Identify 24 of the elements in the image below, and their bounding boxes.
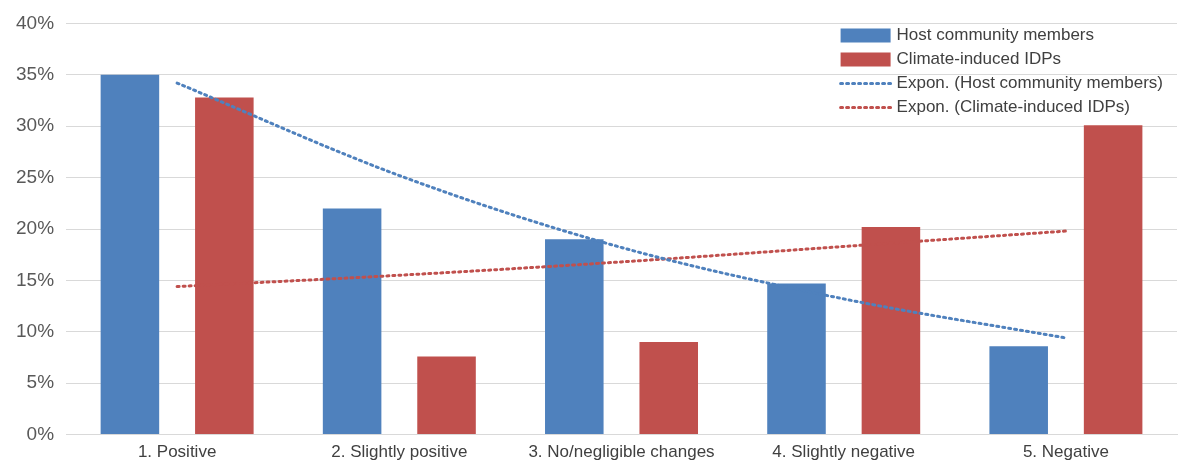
y-tick-label: 30% <box>16 114 55 136</box>
legend-label: Expon. (Climate-induced IDPs) <box>896 97 1130 117</box>
y-tick-label: 25% <box>16 165 55 187</box>
bar <box>1083 125 1143 435</box>
bar <box>639 342 698 435</box>
y-tick-label: 5% <box>26 371 55 393</box>
bar <box>417 356 476 435</box>
legend-label: Expon. (Host community members) <box>896 73 1163 93</box>
x-tick-label: 2. Slightly positive <box>331 442 468 462</box>
y-tick-label: 40% <box>16 11 55 33</box>
y-tick-label: 35% <box>16 63 55 85</box>
y-tick-label: 0% <box>26 422 55 444</box>
x-tick-label: 3. No/negligible changes <box>528 442 715 462</box>
bar <box>322 208 382 435</box>
x-tick-label: 5. Negative <box>1022 442 1109 462</box>
legend-label: Climate-induced IDPs <box>896 49 1061 69</box>
y-tick-label: 15% <box>16 268 55 290</box>
y-tick-label: 10% <box>16 320 55 342</box>
bar <box>100 74 160 435</box>
bar <box>989 346 1048 435</box>
x-tick-label: 4. Slightly negative <box>772 442 916 462</box>
y-tick-label: 20% <box>16 217 55 239</box>
x-tick-label: 1. Positive <box>137 442 217 462</box>
legend-label: Host community members <box>896 25 1095 45</box>
